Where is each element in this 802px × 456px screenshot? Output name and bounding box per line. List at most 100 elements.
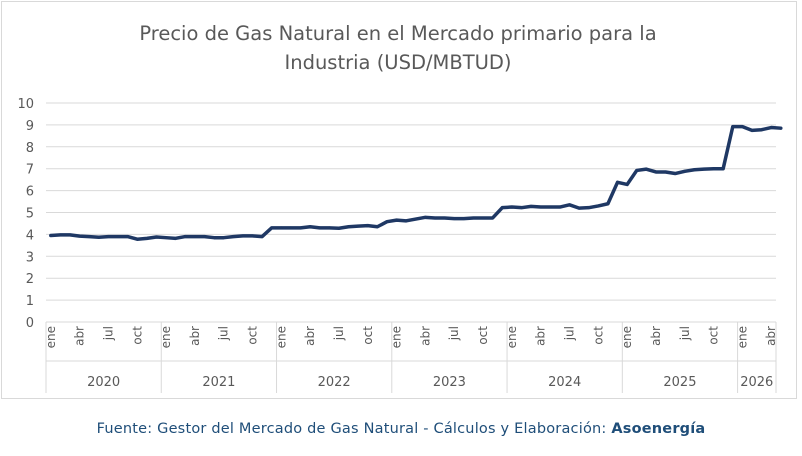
data-point <box>635 169 639 172</box>
data-point <box>606 202 610 206</box>
x-tick-label-abr: abr <box>303 326 317 346</box>
x-tick-label-jul: jul <box>562 326 576 341</box>
data-point <box>529 204 533 208</box>
data-point <box>366 224 370 228</box>
data-point <box>289 226 293 230</box>
data-point <box>452 217 456 221</box>
data-point <box>433 216 437 220</box>
data-point <box>375 225 379 229</box>
chart-title-line-1: Precio de Gas Natural en el Mercado prim… <box>139 22 656 45</box>
y-tick-label-3: 3 <box>26 250 34 265</box>
x-tick-label-jul: jul <box>678 326 692 341</box>
y-tick-label-5: 5 <box>26 207 34 222</box>
data-point <box>78 234 82 238</box>
y-tick-label-10: 10 <box>17 97 34 112</box>
data-point <box>97 235 101 239</box>
data-point <box>491 216 495 220</box>
source-note: Fuente: Gestor del Mercado de Gas Natura… <box>0 421 802 437</box>
source-brand: Asoenergía <box>611 421 706 437</box>
x-tick-label-abr: abr <box>418 326 432 346</box>
data-point <box>664 170 667 174</box>
data-point <box>231 235 235 238</box>
y-tick-label-8: 8 <box>26 141 34 156</box>
data-point <box>558 205 562 209</box>
y-tick-label-6: 6 <box>26 185 34 200</box>
data-point <box>721 167 725 171</box>
data-point <box>203 235 206 238</box>
x-tick-label-jul: jul <box>101 326 115 341</box>
data-point <box>395 218 398 222</box>
data-point <box>299 226 302 230</box>
x-tick-label-oct: oct <box>476 326 490 345</box>
x-tick-label-abr: abr <box>764 326 778 346</box>
data-point <box>424 215 427 219</box>
data-point <box>769 126 773 129</box>
x-tick-label-oct: oct <box>130 326 144 345</box>
data-point <box>251 234 254 238</box>
data-point <box>654 170 658 174</box>
x-tick-label-ene: ene <box>620 326 634 348</box>
x-tick-label-oct: oct <box>707 326 721 345</box>
data-point <box>673 172 677 175</box>
chart-area <box>1 1 797 399</box>
data-point <box>568 203 571 207</box>
data-point <box>212 236 216 240</box>
data-point <box>404 219 408 223</box>
data-point <box>760 128 763 132</box>
x-tick-label-ene: ene <box>735 326 749 348</box>
x-tick-label-oct: oct <box>361 326 375 345</box>
data-point <box>59 233 62 237</box>
data-point <box>347 225 350 229</box>
data-point <box>116 235 120 238</box>
data-point <box>260 235 264 238</box>
data-point <box>500 206 504 210</box>
data-point <box>183 235 187 238</box>
data-point <box>520 206 523 210</box>
data-point <box>740 125 744 129</box>
x-tick-label-ene: ene <box>159 326 173 348</box>
x-tick-label-abr: abr <box>534 326 548 346</box>
data-point <box>712 167 715 171</box>
data-point <box>318 226 322 230</box>
data-point <box>356 224 360 228</box>
y-tick-label-9: 9 <box>26 119 34 134</box>
data-point <box>193 235 197 238</box>
data-point <box>539 205 543 209</box>
year-label-2022: 2022 <box>318 375 351 390</box>
data-point <box>577 206 581 210</box>
year-label-2024: 2024 <box>548 375 581 390</box>
data-point <box>587 206 591 210</box>
price-line-chart: Precio de Gas Natural en el Mercado prim… <box>17 22 783 393</box>
x-tick-label-abr: abr <box>188 326 202 346</box>
data-point <box>126 235 130 238</box>
y-tick-label-4: 4 <box>26 228 34 243</box>
data-point <box>683 169 687 173</box>
x-tick-label-ene: ene <box>505 326 519 348</box>
year-label-2021: 2021 <box>202 375 235 390</box>
x-tick-label-jul: jul <box>447 326 461 341</box>
data-point <box>414 217 418 221</box>
y-tick-label-0: 0 <box>26 316 34 331</box>
data-point <box>692 168 696 172</box>
data-point <box>87 235 91 238</box>
year-label-2023: 2023 <box>433 375 466 390</box>
data-point <box>616 180 619 184</box>
x-tick-label-ene: ene <box>274 326 288 348</box>
data-point <box>462 217 466 221</box>
data-point <box>49 234 53 237</box>
data-point <box>596 204 600 208</box>
x-tick-label-oct: oct <box>591 326 605 345</box>
data-point <box>731 125 735 129</box>
chart-title-line-2: Industria (USD/MBTUD) <box>284 51 511 74</box>
x-tick-label-oct: oct <box>246 326 260 345</box>
data-point <box>107 235 110 238</box>
data-point <box>155 235 158 239</box>
series-line-precio <box>49 124 783 241</box>
data-point <box>174 236 178 240</box>
data-point <box>222 236 226 240</box>
x-tick-label-jul: jul <box>217 326 231 341</box>
x-tick-label-ene: ene <box>390 326 404 348</box>
data-point <box>443 216 447 220</box>
year-label-2020: 2020 <box>87 375 120 390</box>
data-point <box>750 128 754 132</box>
